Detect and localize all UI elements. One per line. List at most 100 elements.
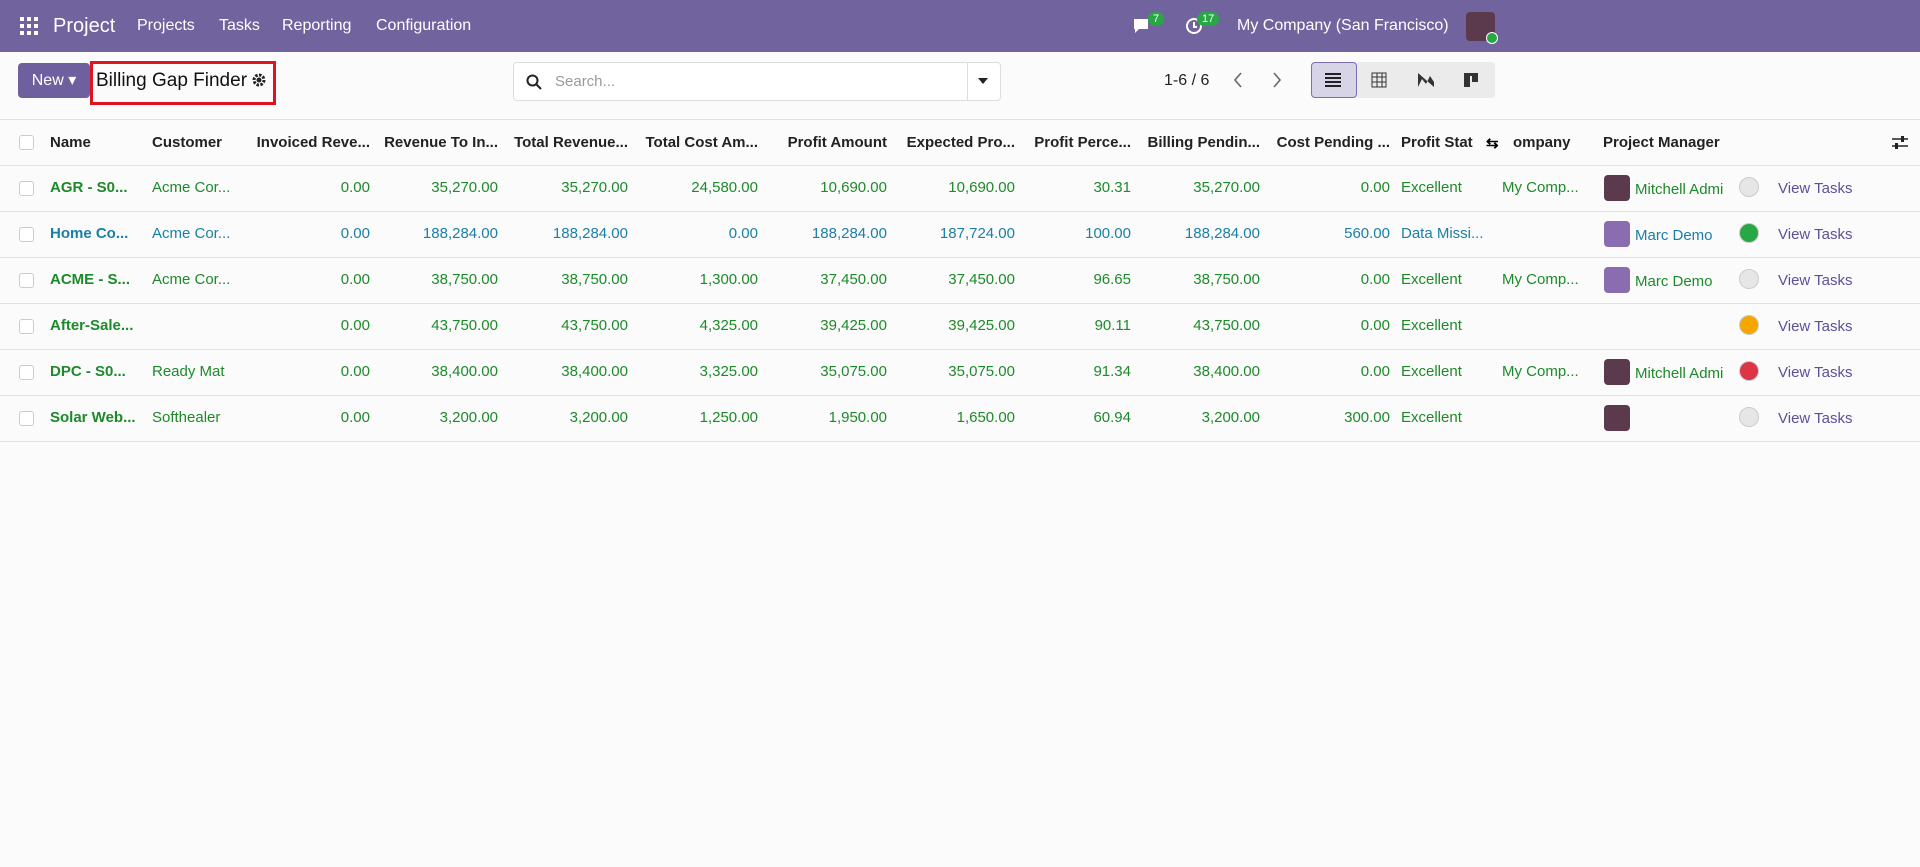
row-line (0, 441, 1920, 442)
column-header[interactable]: Billing Pendin... (1147, 134, 1261, 151)
table-cell: 39,425.00 (820, 317, 887, 334)
manager-avatar (1604, 405, 1630, 431)
app-name[interactable]: Project (53, 15, 116, 37)
row-line (0, 349, 1920, 350)
table-cell: Excellent (1401, 363, 1462, 380)
activities-badge: 17 (1197, 12, 1220, 26)
view-tasks-button[interactable]: View Tasks (1778, 410, 1853, 427)
table-cell: 38,400.00 (431, 363, 498, 380)
table-cell: Acme Cor... (152, 179, 231, 196)
table-cell: 188,284.00 (552, 225, 628, 242)
view-tasks-button[interactable]: View Tasks (1778, 364, 1853, 381)
table-cell: 3,200.00 (1201, 409, 1260, 426)
optional-columns-icon[interactable] (1891, 135, 1909, 151)
table-cell: Acme Cor... (152, 271, 231, 288)
column-header[interactable]: Revenue To In... (384, 134, 498, 151)
column-header[interactable]: ompany (1513, 134, 1571, 151)
table-cell: 38,750.00 (561, 271, 628, 288)
table-cell: 38,750.00 (431, 271, 498, 288)
table-cell: 0.00 (340, 409, 370, 426)
checkbox[interactable] (19, 181, 34, 196)
column-header[interactable]: Invoiced Reve... (256, 134, 370, 151)
column-sort-icon[interactable]: ⇆ (1486, 135, 1499, 152)
table-cell: 35,075.00 (820, 363, 887, 380)
header-checkbox[interactable] (19, 135, 34, 150)
column-header[interactable]: Expected Pro... (906, 134, 1015, 151)
table-cell: 35,075.00 (948, 363, 1015, 380)
column-header[interactable]: Profit Perce... (1034, 134, 1131, 151)
column-header[interactable]: Total Revenue... (514, 134, 628, 151)
menu-item[interactable]: Tasks (219, 17, 260, 34)
status-dot[interactable] (1739, 177, 1759, 197)
table-cell: 3,200.00 (569, 409, 628, 426)
checkbox[interactable] (19, 227, 34, 242)
column-header[interactable]: Customer (152, 134, 223, 151)
table-cell[interactable]: After-Sale... (50, 317, 134, 334)
table-cell: 100.00 (1085, 225, 1131, 242)
status-dot[interactable] (1739, 315, 1759, 335)
table-cell[interactable]: Home Co... (50, 225, 129, 242)
status-dot[interactable] (1739, 407, 1759, 427)
chat-icon[interactable] (1132, 17, 1152, 35)
kanban-icon[interactable] (1463, 72, 1479, 88)
menu-item[interactable]: Projects (137, 17, 195, 34)
column-header[interactable]: Profit Amount (787, 134, 887, 151)
checkbox[interactable] (19, 411, 34, 426)
column-header[interactable]: Total Cost Am... (645, 134, 759, 151)
row-line (0, 257, 1920, 258)
table-cell: 1,650.00 (956, 409, 1015, 426)
pager-arrows[interactable] (1232, 72, 1286, 88)
new-button[interactable]: New ▾ (18, 63, 90, 98)
table-cell: 4,325.00 (699, 317, 758, 334)
column-header[interactable]: Profit Stat (1401, 134, 1473, 151)
status-dot[interactable] (1739, 361, 1759, 381)
checkbox[interactable] (19, 319, 34, 334)
table-cell: 35,270.00 (561, 179, 628, 196)
pivot-icon[interactable] (1371, 72, 1387, 88)
row-line (0, 303, 1920, 304)
graph-icon[interactable] (1417, 72, 1435, 88)
table-cell: 10,690.00 (820, 179, 887, 196)
view-tasks-button[interactable]: View Tasks (1778, 272, 1853, 289)
column-header[interactable]: Name (50, 134, 91, 151)
list-view-button[interactable] (1311, 62, 1357, 98)
activity-icon[interactable] (1184, 16, 1204, 36)
table-cell[interactable]: DPC - S0... (50, 363, 126, 380)
menu-item[interactable]: Configuration (376, 17, 472, 34)
table-cell[interactable]: ACME - S... (50, 271, 131, 288)
column-header[interactable]: Cost Pending ... (1276, 134, 1390, 151)
view-tasks-button[interactable]: View Tasks (1778, 318, 1853, 335)
table-cell: 188,284.00 (422, 225, 498, 242)
checkbox[interactable] (19, 273, 34, 288)
table-cell[interactable]: Solar Web... (50, 409, 136, 426)
column-header[interactable]: Project Manager (1603, 134, 1720, 151)
table-cell: My Comp... (1502, 179, 1579, 196)
status-dot[interactable] (1739, 269, 1759, 289)
manager-avatar (1604, 267, 1630, 293)
search-box[interactable]: Search... (513, 62, 1001, 101)
view-tasks-button[interactable]: View Tasks (1778, 226, 1853, 243)
search-toggle[interactable] (978, 78, 988, 86)
view-tasks-button[interactable]: View Tasks (1778, 180, 1853, 197)
menu-item[interactable]: Reporting (282, 17, 352, 34)
messages-badge: 7 (1148, 12, 1165, 26)
company-switcher[interactable]: My Company (San Francisco) (1237, 17, 1449, 34)
table-cell: Excellent (1401, 179, 1462, 196)
table-cell[interactable]: AGR - S0... (50, 179, 128, 196)
table-cell: Excellent (1401, 409, 1462, 426)
table-cell: 300.00 (1344, 409, 1390, 426)
table-cell: 3,325.00 (699, 363, 758, 380)
table-cell: Acme Cor... (152, 225, 231, 242)
table-cell: 0.00 (1360, 363, 1390, 380)
table-cell: 37,450.00 (948, 271, 1015, 288)
gear-icon[interactable] (252, 73, 266, 87)
user-avatar[interactable] (1466, 12, 1498, 44)
checkbox[interactable] (19, 365, 34, 380)
table-cell: 38,750.00 (1193, 271, 1260, 288)
table-cell: Marc Demo (1635, 227, 1713, 244)
apps-icon[interactable] (20, 17, 38, 35)
table-cell: 96.65 (1093, 271, 1131, 288)
status-dot[interactable] (1739, 223, 1759, 243)
navbar: Project Projects Tasks Reporting Configu… (0, 0, 1920, 52)
